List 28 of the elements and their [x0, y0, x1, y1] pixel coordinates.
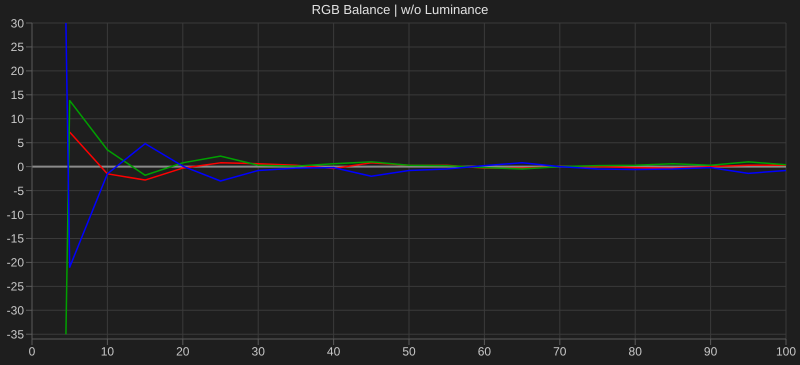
x-tick-label: 60	[478, 344, 492, 359]
x-tick-label: 100	[776, 344, 796, 359]
line-series	[65, 100, 786, 335]
x-tick-label: 40	[326, 344, 341, 359]
y-tick-label: -10	[6, 208, 24, 222]
x-tick-label: 10	[100, 344, 114, 359]
y-tick-label: 30	[10, 16, 24, 30]
x-tick-label: 90	[704, 344, 718, 359]
y-tick-label: -30	[6, 304, 24, 318]
y-tick-label: -20	[6, 256, 24, 270]
y-tick-label: -15	[6, 232, 24, 246]
y-tick-label: -35	[6, 327, 24, 342]
x-tick-label: 70	[553, 344, 567, 359]
x-tick-label: 0	[28, 344, 36, 359]
y-tick-label: 0	[17, 160, 24, 174]
x-tick-label: 80	[628, 344, 642, 359]
y-tick-label: -25	[6, 280, 24, 294]
y-tick-label: 20	[10, 64, 24, 78]
y-tick-label: 15	[10, 88, 24, 102]
y-tick-label: -5	[13, 184, 24, 198]
chart-title: RGB Balance | w/o Luminance	[310, 2, 490, 17]
x-tick-label: 20	[176, 344, 190, 359]
y-tick-label: 5	[17, 136, 24, 150]
line-series	[65, 23, 786, 268]
x-tick-label: 50	[402, 344, 416, 359]
y-tick-label: 25	[10, 40, 24, 54]
x-tick-label: 30	[252, 344, 266, 359]
y-tick-label: 10	[10, 112, 24, 126]
